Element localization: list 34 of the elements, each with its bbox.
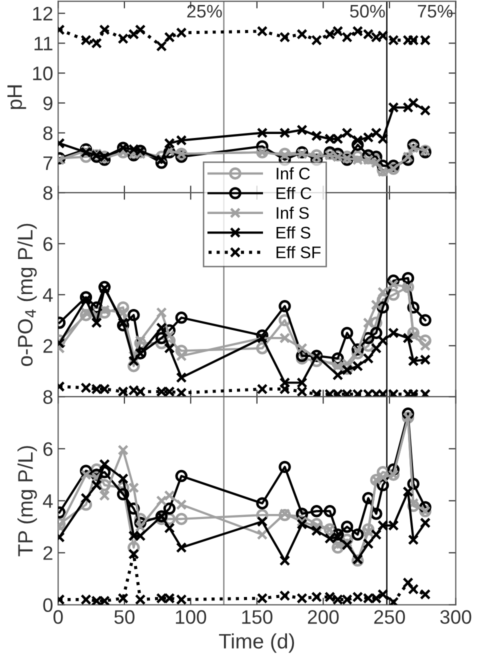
- legend-label: Eff SF: [276, 246, 321, 258]
- y-tick-label: 6: [43, 442, 52, 456]
- y-axis-title: pH: [7, 85, 26, 109]
- y-tick-label: 2: [43, 339, 52, 353]
- x-tick-label: 50: [114, 610, 134, 624]
- legend-label: Eff C: [276, 186, 312, 200]
- y-axis-title: TP (mg P/L): [18, 446, 37, 556]
- x-tick-label: 150: [242, 610, 272, 624]
- y-tick-label: 12: [33, 6, 52, 20]
- y-tick-label: 9: [43, 96, 52, 110]
- x-tick-label: 250: [374, 610, 405, 624]
- x-tick-label: 200: [308, 610, 339, 624]
- annotation: 50%: [350, 4, 385, 18]
- y-tick-label: 2: [43, 546, 52, 560]
- y-tick-label: 0: [43, 598, 53, 612]
- y-tick-label: 7: [43, 156, 52, 170]
- x-tick-label: 300: [440, 610, 472, 624]
- y-tick-label: 8: [43, 390, 52, 404]
- y-tick-label: 8: [43, 126, 52, 140]
- legend-label: Inf C: [276, 167, 310, 180]
- y-tick-label: 11: [34, 36, 52, 50]
- y-tick-label: 8: [43, 186, 52, 200]
- annotation: 25%: [187, 4, 222, 18]
- y-axis-title: o-PO$_{4}$ (mg P/L): [17, 224, 37, 366]
- legend-label: Eff S: [276, 226, 310, 239]
- y-tick-label: 4: [42, 494, 53, 508]
- x-tick-label: 100: [176, 610, 206, 624]
- x-tick-label: 0: [54, 610, 63, 624]
- legend-label: Inf S: [276, 206, 309, 219]
- y-tick-label: 4: [42, 288, 53, 302]
- annotation: 75%: [418, 4, 452, 18]
- y-tick-label: 10: [33, 66, 53, 80]
- x-axis-title: Time (d): [219, 633, 294, 653]
- y-tick-label: 6: [43, 237, 52, 251]
